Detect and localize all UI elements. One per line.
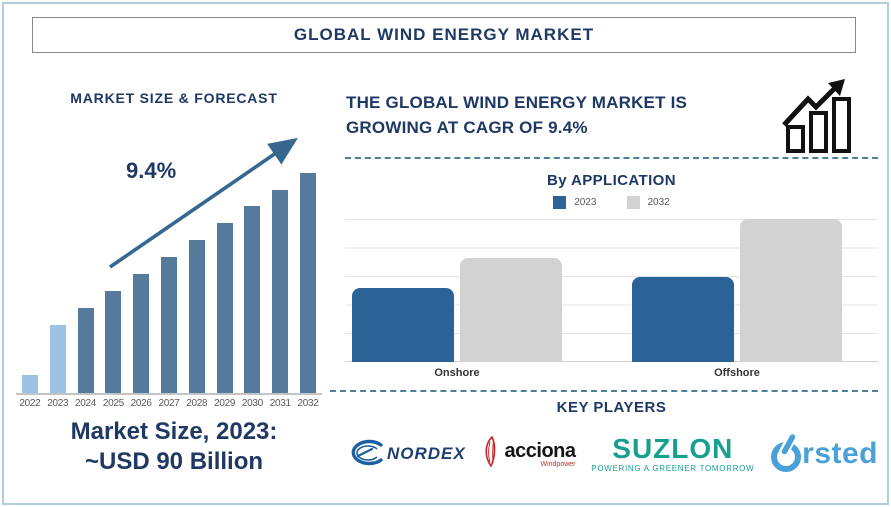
market-forecast-chart: 2022 2023 2024 2025 2026 2027 2028 2029 2030 2031… bbox=[16, 173, 322, 409]
logo-suzlon: SUZLON POWERING A GREENER TOMORROW bbox=[591, 433, 755, 474]
dashed-separator-top bbox=[345, 157, 878, 159]
legend-label-2032: 2032 bbox=[647, 197, 670, 208]
forecast-bar-column-2026 bbox=[127, 173, 155, 393]
dashed-separator-bottom bbox=[330, 390, 878, 392]
forecast-bars bbox=[16, 173, 322, 395]
header-title-box: GLOBAL WIND ENERGY MARKET bbox=[32, 17, 856, 53]
forecast-bar-2026 bbox=[133, 274, 150, 393]
forecast-year-label-2029: 2029 bbox=[214, 398, 236, 409]
forecast-bar-column-2032 bbox=[294, 173, 322, 393]
forecast-bar-2031 bbox=[272, 190, 289, 393]
forecast-chart-title: MARKET SIZE & FORECAST bbox=[70, 90, 278, 106]
forecast-year-label-2026: 2026 bbox=[130, 398, 152, 409]
forecast-bar-column-2024 bbox=[72, 173, 100, 393]
bar-chart-rising-arrow-icon bbox=[782, 79, 851, 153]
suzlon-tagline: POWERING A GREENER TOMORROW bbox=[591, 464, 755, 473]
legend-label-2023: 2023 bbox=[574, 197, 597, 208]
key-players-title: KEY PLAYERS bbox=[556, 399, 667, 416]
forecast-year-label-2022: 2022 bbox=[19, 398, 41, 409]
application-chart bbox=[345, 219, 878, 362]
key-players-row: NORDEX acciona Windpower SUZLON POWERING… bbox=[345, 424, 878, 484]
orsted-wordmark: rsted bbox=[802, 437, 878, 470]
logo-nordex: NORDEX bbox=[345, 439, 466, 469]
application-bar-group-offshore bbox=[632, 219, 842, 362]
legend-item-2032: 2032 bbox=[626, 196, 670, 209]
forecast-bar-2028 bbox=[188, 240, 205, 393]
forecast-bar-column-2030 bbox=[239, 173, 267, 393]
forecast-bar-2032 bbox=[300, 173, 317, 393]
application-bar-group-onshore bbox=[352, 258, 562, 362]
application-bar-offshore-2032 bbox=[740, 219, 842, 362]
forecast-bar-column-2031 bbox=[266, 173, 294, 393]
forecast-year-label-2028: 2028 bbox=[186, 398, 208, 409]
orsted-power-o-icon bbox=[771, 434, 802, 472]
acciona-wordmark: acciona bbox=[504, 440, 576, 462]
cagr-heading-line1: THE GLOBAL WIND ENERGY MARKET IS bbox=[346, 93, 688, 112]
cagr-annotation: 9.4% bbox=[126, 158, 177, 183]
legend-swatch-2032 bbox=[626, 196, 640, 209]
forecast-bar-2023 bbox=[49, 325, 66, 393]
application-bar-onshore-2032 bbox=[460, 258, 562, 362]
forecast-year-label-2032: 2032 bbox=[297, 398, 319, 409]
forecast-year-label-2031: 2031 bbox=[269, 398, 291, 409]
application-chart-legend: 2023 2032 bbox=[345, 196, 878, 209]
forecast-bar-column-2022 bbox=[16, 173, 44, 393]
application-category-label-onshore: Onshore bbox=[434, 367, 480, 379]
suzlon-wordmark: SUZLON bbox=[612, 433, 734, 464]
forecast-bar-column-2029 bbox=[211, 173, 239, 393]
forecast-year-label-2025: 2025 bbox=[102, 398, 124, 409]
forecast-bar-2029 bbox=[216, 223, 233, 393]
page-title: GLOBAL WIND ENERGY MARKET bbox=[293, 25, 595, 44]
application-bar-onshore-2023 bbox=[352, 288, 454, 362]
acciona-leaf-icon bbox=[484, 436, 495, 468]
forecast-bar-column-2025 bbox=[99, 173, 127, 393]
cagr-heading: THE GLOBAL WIND ENERGY MARKET IS GROWING… bbox=[346, 90, 786, 140]
forecast-year-label-2023: 2023 bbox=[47, 398, 69, 409]
forecast-year-label-2024: 2024 bbox=[75, 398, 97, 409]
nordex-swoosh-icon bbox=[351, 439, 383, 466]
forecast-bar-2030 bbox=[244, 206, 261, 393]
forecast-bar-column-2027 bbox=[155, 173, 183, 393]
acciona-windpower-subtext: Windpower bbox=[540, 461, 576, 468]
market-size-caption-line1: Market Size, 2023: bbox=[70, 418, 278, 445]
nordex-wordmark: NORDEX bbox=[387, 444, 466, 463]
forecast-bar-2022 bbox=[21, 375, 38, 393]
forecast-x-axis: 2022 2023 2024 2025 2026 2027 2028 2029 2030 2031… bbox=[16, 398, 322, 409]
forecast-year-label-2027: 2027 bbox=[158, 398, 180, 409]
logo-acciona: acciona Windpower bbox=[482, 436, 576, 472]
logo-orsted: rsted bbox=[770, 434, 878, 474]
application-chart-baseline bbox=[345, 361, 878, 362]
forecast-bar-2024 bbox=[77, 308, 94, 393]
application-category-label-offshore: Offshore bbox=[714, 367, 760, 379]
forecast-bar-2025 bbox=[105, 291, 122, 393]
market-size-caption: Market Size, 2023: ~USD 90 Billion bbox=[14, 417, 334, 477]
cagr-heading-line2: GROWING AT CAGR OF 9.4% bbox=[346, 118, 588, 137]
legend-swatch-2023 bbox=[553, 196, 567, 209]
forecast-year-label-2030: 2030 bbox=[241, 398, 263, 409]
application-category-labels: Onshore Offshore bbox=[345, 367, 878, 381]
forecast-bar-2027 bbox=[160, 257, 177, 393]
market-size-caption-line2: ~USD 90 Billion bbox=[84, 448, 264, 475]
application-chart-title: By APPLICATION bbox=[547, 172, 676, 189]
application-bar-offshore-2023 bbox=[632, 277, 734, 362]
forecast-bar-column-2023 bbox=[44, 173, 72, 393]
legend-item-2023: 2023 bbox=[553, 196, 597, 209]
forecast-bar-column-2028 bbox=[183, 173, 211, 393]
